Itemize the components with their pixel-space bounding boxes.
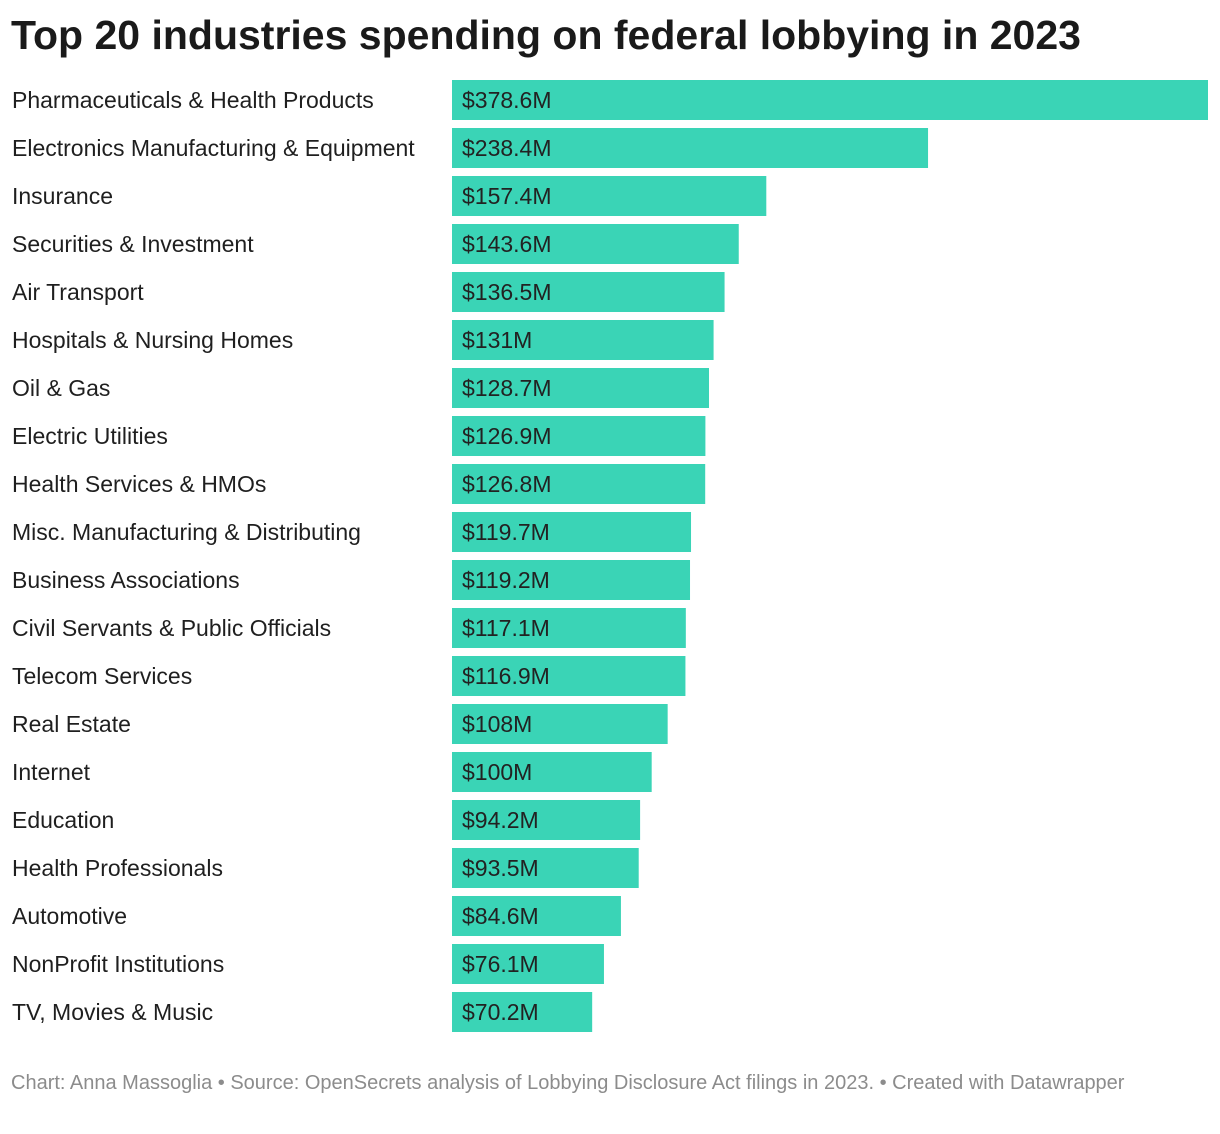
bar xyxy=(452,512,692,552)
bar xyxy=(452,560,691,600)
value-label: $84.6M xyxy=(462,903,539,929)
value-label: $131M xyxy=(462,327,532,353)
bar xyxy=(452,656,686,696)
category-label: Telecom Services xyxy=(12,663,192,689)
category-label: Civil Servants & Public Officials xyxy=(12,615,331,641)
category-label: Pharmaceuticals & Health Products xyxy=(12,87,374,113)
category-label: Education xyxy=(12,807,114,833)
value-label: $119.7M xyxy=(462,519,550,545)
category-label: Real Estate xyxy=(12,711,131,737)
category-label: Oil & Gas xyxy=(12,375,110,401)
category-label: Automotive xyxy=(12,903,127,929)
bar xyxy=(452,752,652,792)
bar xyxy=(452,704,668,744)
value-label: $100M xyxy=(462,759,532,785)
bar xyxy=(452,224,739,264)
bar xyxy=(452,464,706,504)
value-label: $126.9M xyxy=(462,423,552,449)
bar xyxy=(452,992,593,1032)
category-label: Air Transport xyxy=(12,279,144,305)
category-label: Internet xyxy=(12,759,91,785)
bar xyxy=(452,368,709,408)
category-label: Misc. Manufacturing & Distributing xyxy=(12,519,361,545)
value-label: $238.4M xyxy=(462,135,552,161)
value-label: $93.5M xyxy=(462,855,539,881)
value-label: $143.6M xyxy=(462,231,552,257)
category-label: Securities & Investment xyxy=(12,231,254,257)
value-label: $128.7M xyxy=(462,375,552,401)
category-label: Business Associations xyxy=(12,567,240,593)
category-label: Electronics Manufacturing & Equipment xyxy=(12,135,415,161)
value-label: $76.1M xyxy=(462,951,539,977)
category-label: Health Services & HMOs xyxy=(12,471,266,497)
bar-chart: Pharmaceuticals & Health Products $378.6M… xyxy=(12,80,1208,1032)
bar xyxy=(452,272,725,312)
value-label: $136.5M xyxy=(462,279,552,305)
bar xyxy=(452,176,767,216)
category-label: Insurance xyxy=(12,183,113,209)
value-label: $378.6M xyxy=(462,87,552,113)
category-label: Electric Utilities xyxy=(12,423,168,449)
bar xyxy=(452,80,1208,120)
bar xyxy=(452,848,639,888)
bar xyxy=(452,320,714,360)
bar xyxy=(452,608,686,648)
value-label: $126.8M xyxy=(462,471,552,497)
bar xyxy=(452,896,621,936)
chart-footer: Chart: Anna Massoglia • Source: OpenSecr… xyxy=(11,1072,1125,1094)
bar xyxy=(452,800,641,840)
category-label: TV, Movies & Music xyxy=(12,999,213,1025)
chart-title: Top 20 industries spending on federal lo… xyxy=(11,12,1081,58)
bar xyxy=(452,416,706,456)
value-label: $157.4M xyxy=(462,183,552,209)
value-label: $108M xyxy=(462,711,532,737)
category-label: Hospitals & Nursing Homes xyxy=(12,327,293,353)
value-label: $116.9M xyxy=(462,663,550,689)
bar xyxy=(452,128,929,168)
value-label: $94.2M xyxy=(462,807,539,833)
value-label: $119.2M xyxy=(462,567,550,593)
category-label: NonProfit Institutions xyxy=(12,951,224,977)
value-label: $117.1M xyxy=(462,615,550,641)
value-label: $70.2M xyxy=(462,999,539,1025)
category-label: Health Professionals xyxy=(12,855,223,881)
bar xyxy=(452,944,604,984)
